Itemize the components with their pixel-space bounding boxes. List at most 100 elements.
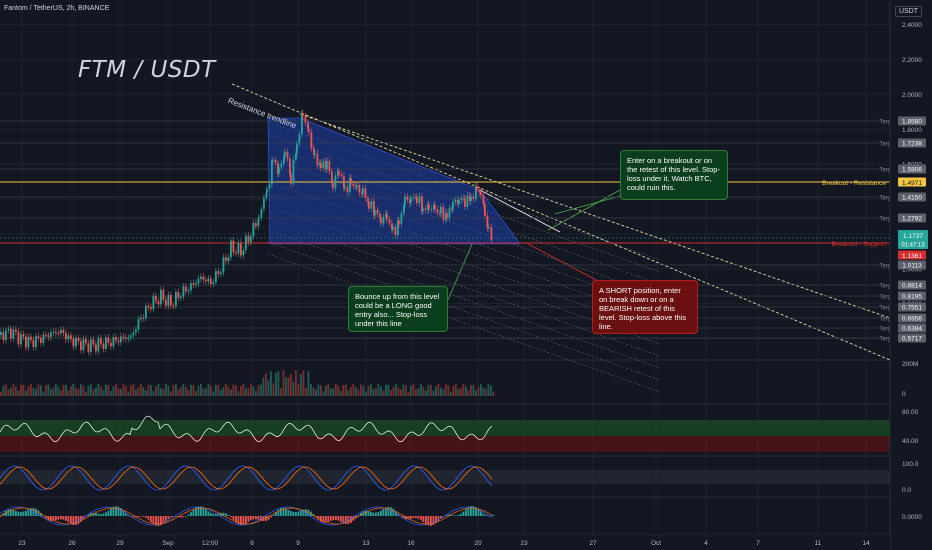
target-label: Target	[879, 196, 896, 202]
macd-histogram-bar	[0, 516, 2, 517]
volume-bar	[122, 384, 125, 396]
candle-body	[295, 153, 297, 160]
resistance-tag-label: 1.4971	[902, 180, 922, 187]
candle-body	[137, 319, 140, 330]
candle-body	[326, 161, 328, 170]
candle-body	[362, 188, 364, 194]
macd-histogram-bar	[175, 516, 177, 517]
volume-bar	[180, 387, 182, 396]
macd-histogram-bar	[410, 516, 412, 519]
stochastic-pane	[0, 465, 890, 491]
candle-body	[225, 257, 227, 261]
macd-histogram-bar	[340, 516, 342, 522]
candle-body	[57, 333, 60, 335]
candle-body	[472, 196, 475, 199]
currency-badge[interactable]: USDT	[894, 6, 922, 17]
macd-histogram-bar	[257, 516, 260, 520]
breakout-pointer	[547, 189, 621, 231]
volume-bar	[430, 384, 432, 396]
time-tick-label: 11	[815, 540, 822, 547]
volume-bar	[367, 385, 370, 396]
macd-histogram-bar	[172, 516, 175, 517]
volume-bar	[10, 387, 12, 396]
macd-histogram-bar	[380, 510, 382, 516]
candle-body	[257, 219, 260, 227]
volume-bar	[280, 388, 282, 396]
macd-histogram-bar	[90, 512, 92, 516]
volume-bar	[475, 390, 477, 396]
candle-body	[145, 305, 147, 319]
candle-body	[370, 201, 373, 209]
macd-histogram-bar	[180, 516, 182, 518]
macd-histogram-bar	[37, 510, 40, 516]
candle-body	[35, 336, 37, 348]
macd-histogram-bar	[102, 513, 105, 516]
volume-bar	[95, 387, 97, 396]
macd-histogram-bar	[65, 516, 67, 521]
candle-body	[415, 197, 417, 199]
volume-bar	[160, 388, 162, 396]
volume-bar	[22, 384, 25, 396]
candle-body	[458, 200, 460, 204]
volume-bar	[15, 386, 17, 396]
time-tick-label: 20	[474, 540, 482, 547]
candle-body	[12, 329, 15, 339]
candle-body	[65, 333, 67, 340]
price-tick-label: 1.8000	[902, 127, 922, 134]
breakout-note[interactable]: Enter on a breakout or on the retest of …	[620, 150, 728, 200]
macd-histogram-bar	[292, 511, 295, 516]
volume-bar	[150, 385, 152, 396]
candle-body	[427, 204, 429, 210]
macd-histogram-bar	[70, 516, 72, 525]
volume-bar	[77, 388, 80, 396]
target-tag	[898, 116, 926, 126]
macd-histogram-bar	[290, 511, 292, 516]
time-tick-label: Oct	[651, 540, 661, 547]
indicator-tick-label: 0	[902, 391, 906, 398]
volume-bar	[267, 380, 270, 396]
macd-histogram-bar	[262, 516, 265, 522]
target-tag-label: 0.8195	[902, 294, 922, 301]
time-tick-label: 26	[68, 540, 76, 547]
candle-body	[45, 334, 47, 336]
volume-bar	[402, 384, 405, 396]
candle-body	[373, 201, 375, 216]
volume-bar	[335, 384, 337, 396]
volume-bar	[275, 372, 277, 396]
candle-body	[187, 290, 190, 292]
macd-histogram-bar	[247, 516, 250, 522]
candle-body	[310, 131, 313, 149]
macd-histogram-bar	[305, 509, 307, 516]
candle-body	[316, 153, 319, 166]
candle-body	[352, 183, 355, 187]
candle-body	[92, 339, 95, 345]
short-note[interactable]: A SHORT position, enter on break down or…	[592, 280, 698, 334]
macd-histogram-bar	[492, 514, 495, 516]
candle-body	[250, 236, 252, 243]
volume-bar	[462, 384, 465, 396]
macd-histogram-bar	[335, 516, 337, 520]
macd-histogram-bar	[242, 516, 245, 525]
candle-body	[55, 331, 57, 334]
volume-bar	[272, 383, 275, 396]
macd-histogram-bar	[465, 509, 467, 516]
macd-histogram-bar	[327, 516, 330, 522]
volume-bar	[220, 389, 222, 396]
volume-bar	[92, 389, 95, 396]
candle-body	[157, 300, 160, 305]
candle-body	[460, 197, 463, 201]
macd-pane	[0, 506, 495, 526]
macd-histogram-bar	[430, 516, 432, 526]
macd-histogram-bar	[145, 516, 147, 518]
candle-body	[454, 199, 457, 202]
candle-body	[490, 226, 493, 241]
volume-bar	[247, 388, 250, 396]
candle-body	[313, 148, 315, 156]
stoch-d-line	[0, 466, 493, 490]
volume-bar	[190, 384, 192, 396]
macd-histogram-bar	[27, 509, 30, 516]
volume-bar	[222, 387, 225, 396]
volume-bar	[7, 389, 10, 396]
bounce-note[interactable]: Bounce up from this level could be a LON…	[348, 286, 448, 332]
